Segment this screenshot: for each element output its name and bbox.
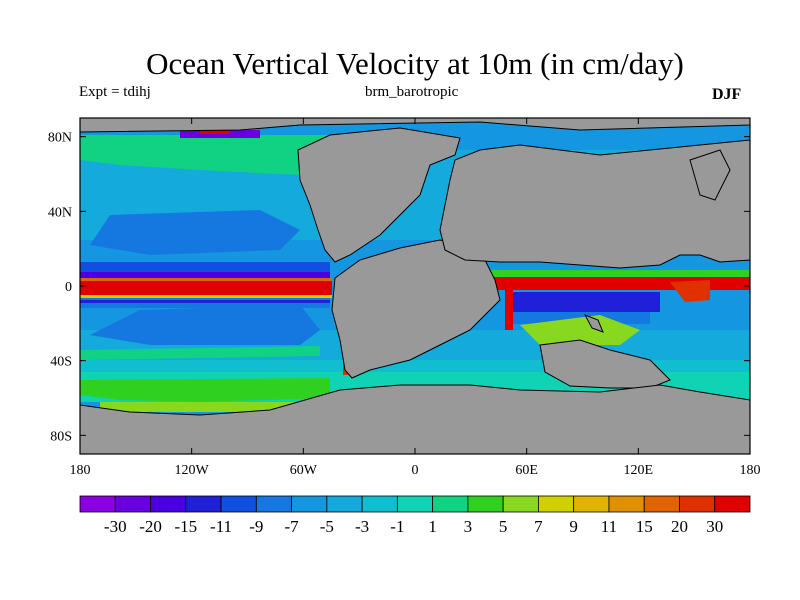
x-tick-label: 180 [70, 463, 91, 478]
land-north-america [297, 127, 461, 263]
colorbar-swatch [643, 495, 680, 513]
field-south-green-2 [80, 346, 320, 360]
colorbar-swatch [608, 495, 645, 513]
colorbar-label: -1 [390, 517, 404, 536]
colorbar-label: 3 [464, 517, 473, 536]
colorbar-label: 1 [428, 517, 437, 536]
field-east-red-patch [670, 280, 710, 302]
y-tick-label: 0 [65, 280, 72, 295]
axis-ticks: 180 120W 60W 0 60E 120E 180 80N 40N 0 40S 80S [48, 118, 761, 478]
field-eq-orange [80, 278, 332, 281]
land-south-america [331, 239, 501, 379]
x-tick-label: 60E [515, 463, 538, 478]
field-eq-upper-blue [80, 262, 330, 274]
chart-title: Ocean Vertical Velocity at 10m (in cm/da… [146, 46, 684, 81]
y-tick-label: 80S [50, 429, 72, 444]
land-australia [539, 339, 671, 389]
colorbar-label: 11 [601, 517, 617, 536]
experiment-label: Expt = tdihj [79, 84, 151, 100]
subtitle: brm_barotropic [365, 84, 459, 100]
y-tick-label: 80N [48, 131, 72, 146]
field-south-green [80, 378, 330, 402]
colorbar-label: 20 [671, 517, 688, 536]
colorbar-swatch [79, 495, 116, 513]
colorbar-swatch [573, 495, 610, 513]
colorbar-swatch [220, 495, 257, 513]
colorbar-label: 9 [569, 517, 578, 536]
field-eq-east-blue [510, 292, 660, 312]
colorbar-swatch [114, 495, 151, 513]
colorbar-swatch [679, 495, 716, 513]
colorbar-swatch [467, 495, 504, 513]
colorbar-label: -7 [284, 517, 299, 536]
field-eq-east-green [440, 270, 750, 278]
colorbar-swatch [502, 495, 539, 513]
colorbar-label: -9 [249, 517, 263, 536]
x-tick-label: 120E [624, 463, 654, 478]
colorbar-swatch [326, 495, 363, 513]
colorbar-label: 15 [636, 517, 653, 536]
colorbar-label: 30 [706, 517, 723, 536]
land-masses [80, 118, 750, 454]
field-southern-margin [100, 402, 340, 412]
colorbar-swatch [255, 495, 292, 513]
field-eq-lower-purple [80, 300, 330, 303]
colorbar-label: -5 [320, 517, 334, 536]
colorbar-label: -30 [104, 517, 127, 536]
colorbar-label: 7 [534, 517, 543, 536]
season-label: DJF [712, 86, 742, 103]
field-arctic-red [200, 128, 230, 134]
colorbar-label: -20 [139, 517, 162, 536]
x-tick-label: 120W [175, 463, 210, 478]
colorbar-label: -15 [174, 517, 197, 536]
field-north-pacific-blue [90, 210, 300, 255]
colorbar: -30 -20 -15 -11 -9 -7 -5 -3 -1 1 3 5 7 9 11 15 20 30 [79, 495, 751, 536]
map-area [80, 118, 750, 454]
field-eq-yellow [80, 295, 332, 298]
colorbar-label: -11 [210, 517, 232, 536]
land-antarctica [80, 384, 750, 454]
field-indian-green [520, 315, 640, 345]
field-coastal-red [505, 290, 513, 330]
y-tick-label: 40S [50, 355, 72, 370]
colorbar-label: -3 [355, 517, 369, 536]
colorbar-swatch [185, 495, 222, 513]
colorbar-swatch [714, 495, 751, 513]
y-tick-label: 40N [48, 205, 72, 220]
field-eq-purple [80, 272, 330, 280]
field-eq-red [80, 281, 332, 295]
colorbar-swatch [150, 495, 187, 513]
x-tick-label: 180 [740, 463, 761, 478]
land-greenland [689, 149, 731, 201]
colorbar-swatch [432, 495, 469, 513]
field-south-pacific-blue [90, 305, 320, 345]
colorbar-swatch [361, 495, 398, 513]
land-north-america-west [80, 118, 750, 133]
field-north-green [80, 135, 330, 175]
x-tick-label: 60W [290, 463, 318, 478]
land-eurasia [439, 139, 750, 269]
x-tick-label: 0 [412, 463, 419, 478]
colorbar-swatch [538, 495, 575, 513]
colorbar-swatch [291, 495, 328, 513]
colorbar-swatch [396, 495, 434, 513]
land-new-zealand [583, 314, 604, 333]
colorbar-label: 5 [499, 517, 508, 536]
